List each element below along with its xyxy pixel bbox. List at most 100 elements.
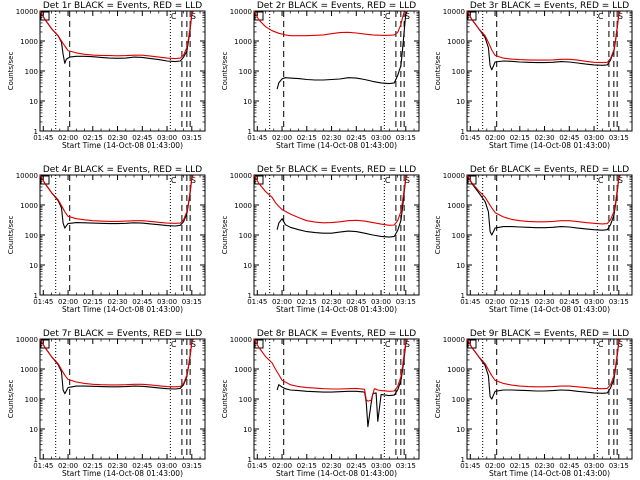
panel-title: Det 3r BLACK = Events, RED = LLD [470, 1, 629, 11]
y-tick-label: 10000 [443, 172, 465, 180]
detector-panel-7: Det 7r BLACK = Events, RED = LLD 1 10 100 10… [7, 329, 206, 478]
y-axis-label: Counts/sec [7, 380, 15, 419]
y-tick-label: 100 [239, 232, 252, 240]
x-tick-label: 02:30 [321, 134, 341, 142]
panel-title: Det 6r BLACK = Events, RED = LLD [470, 165, 629, 175]
x-tick-label: 01:45 [247, 134, 267, 142]
x-tick-label: 03:15 [182, 134, 202, 142]
detector-panel-2: Det 2r BLACK = Events, RED = LLD 1 10 100 10… [221, 1, 420, 150]
x-tick-label: 02:15 [297, 134, 317, 142]
detector-panel-6: Det 6r BLACK = Events, RED = LLD 1 10 100 10… [434, 165, 633, 314]
y-tick-label: 1000 [447, 202, 465, 210]
x-tick-label: 02:45 [559, 462, 579, 470]
y-tick-label: 1 [248, 128, 252, 136]
y-tick-label: 1000 [20, 38, 38, 46]
x-tick-label: 03:00 [371, 134, 391, 142]
x-tick-label: 02:00 [272, 462, 292, 470]
x-tick-label: 03:15 [396, 134, 416, 142]
y-tick-label: 10000 [443, 8, 465, 16]
x-tick-label: 03:00 [371, 298, 391, 306]
x-tick-label: 02:00 [272, 134, 292, 142]
x-tick-label: 02:30 [534, 462, 554, 470]
panel-title: Det 5r BLACK = Events, RED = LLD [257, 165, 416, 175]
y-tick-label: 1 [461, 292, 465, 300]
x-tick-label: 02:30 [107, 134, 127, 142]
detector-panel-3: Det 3r BLACK = Events, RED = LLD 1 10 100 10… [434, 1, 633, 150]
x-tick-label: 02:30 [534, 298, 554, 306]
detector-panel-4: Det 4r BLACK = Events, RED = LLD 1 10 100 10… [7, 165, 206, 314]
x-axis-label: Start Time (14-Oct-08 01:43:00) [276, 141, 397, 150]
series-line-red [253, 174, 408, 226]
x-tick-label: 03:15 [609, 298, 629, 306]
x-tick-label: 03:00 [157, 462, 177, 470]
y-tick-label: 100 [452, 396, 465, 404]
y-tick-label: 1000 [234, 366, 252, 374]
x-axis-label: Start Time (14-Oct-08 01:43:00) [276, 305, 397, 314]
marker-letter-c: C [385, 12, 391, 21]
series-line-black [39, 10, 194, 64]
x-tick-label: 03:00 [584, 298, 604, 306]
y-tick-label: 1 [34, 456, 38, 464]
x-tick-label: 02:15 [510, 134, 530, 142]
x-axis-label: Start Time (14-Oct-08 01:43:00) [489, 469, 610, 478]
detector-panel-9: Det 9r BLACK = Events, RED = LLD 1 10 100 10… [434, 329, 633, 478]
x-tick-label: 01:45 [33, 134, 53, 142]
y-tick-label: 1 [34, 128, 38, 136]
detector-panel-5: Det 5r BLACK = Events, RED = LLD 1 10 100 10… [221, 165, 420, 314]
y-tick-label: 1 [248, 292, 252, 300]
marker-letter-s: S [191, 176, 196, 185]
series-line-red [39, 338, 194, 388]
x-tick-label: 01:45 [33, 298, 53, 306]
x-tick-label: 02:00 [58, 134, 78, 142]
y-tick-label: 10000 [16, 8, 38, 16]
x-tick-label: 03:00 [584, 134, 604, 142]
detector-panel-8: Det 8r BLACK = Events, RED = LLD 1 10 100 10… [221, 329, 420, 478]
x-tick-label: 02:15 [510, 462, 530, 470]
x-tick-label: 02:00 [58, 298, 78, 306]
y-tick-label: 100 [239, 68, 252, 76]
x-tick-label: 02:00 [485, 134, 505, 142]
y-tick-label: 10000 [230, 336, 252, 344]
y-tick-label: 100 [452, 68, 465, 76]
x-tick-label: 02:45 [132, 134, 152, 142]
y-tick-label: 1000 [447, 38, 465, 46]
y-tick-label: 10000 [16, 172, 38, 180]
x-tick-label: 03:00 [157, 298, 177, 306]
y-tick-label: 1 [34, 292, 38, 300]
y-tick-label: 10 [243, 98, 252, 106]
y-axis-label: Counts/sec [221, 216, 229, 255]
x-axis-label: Start Time (14-Oct-08 01:43:00) [276, 469, 397, 478]
y-tick-label: 1 [461, 456, 465, 464]
x-tick-label: 03:15 [609, 462, 629, 470]
panel-title: Det 8r BLACK = Events, RED = LLD [257, 329, 416, 339]
y-tick-label: 10000 [16, 336, 38, 344]
x-tick-label: 03:15 [609, 134, 629, 142]
x-tick-label: 02:00 [58, 462, 78, 470]
x-tick-label: 03:15 [182, 298, 202, 306]
y-tick-label: 100 [452, 232, 465, 240]
x-tick-label: 02:15 [297, 298, 317, 306]
plot-frame [253, 174, 420, 296]
x-tick-label: 02:00 [485, 462, 505, 470]
x-tick-label: 02:15 [83, 134, 103, 142]
x-tick-label: 03:15 [396, 298, 416, 306]
marker-letter-c: C [385, 340, 391, 349]
series-line-black [276, 338, 409, 428]
plot-frame [466, 10, 633, 132]
marker-letter-s: S [618, 12, 623, 21]
series-line-red [253, 10, 408, 37]
x-tick-label: 02:15 [83, 298, 103, 306]
y-tick-label: 100 [25, 68, 38, 76]
x-tick-label: 02:30 [534, 134, 554, 142]
marker-letter-s: S [618, 340, 623, 349]
marker-letter-s: S [405, 176, 410, 185]
panel-title: Det 2r BLACK = Events, RED = LLD [257, 1, 416, 11]
y-tick-label: 1000 [447, 366, 465, 374]
x-tick-label: 02:00 [272, 298, 292, 306]
detector-panel-1: Det 1r BLACK = Events, RED = LLD 1 10 100 10… [7, 1, 206, 150]
y-tick-label: 10 [456, 426, 465, 434]
y-tick-label: 10000 [230, 172, 252, 180]
series-line-black [276, 10, 408, 90]
x-tick-label: 03:15 [182, 462, 202, 470]
marker-letter-s: S [618, 176, 623, 185]
